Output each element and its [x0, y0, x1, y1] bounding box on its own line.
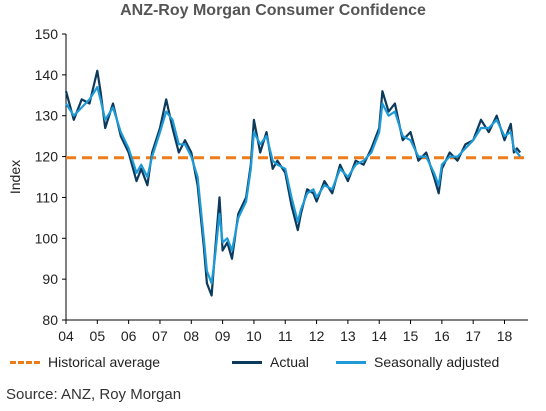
- x-tick-label: 17: [465, 328, 481, 344]
- y-tick-label: 150: [35, 26, 59, 42]
- legend-label-historical-average: Historical average: [48, 354, 161, 370]
- x-tick-label: 11: [278, 328, 293, 344]
- legend-item-seasonally-adjusted: Seasonally adjusted: [336, 354, 499, 370]
- source-note: Source: ANZ, Roy Morgan: [6, 386, 182, 403]
- y-tick-label: 130: [35, 108, 59, 124]
- x-tick-label: 05: [90, 328, 106, 344]
- x-tick-label: 12: [309, 328, 325, 344]
- chart-title: ANZ-Roy Morgan Consumer Confidence: [120, 2, 426, 19]
- x-tick-label: 14: [371, 328, 387, 344]
- x-tick-label: 07: [152, 328, 168, 344]
- legend-swatch-actual: [232, 360, 262, 364]
- x-tick-label: 10: [246, 328, 262, 344]
- x-tick-label: 18: [497, 328, 513, 344]
- y-tick-label: 140: [35, 67, 59, 83]
- x-tick-label: 13: [340, 328, 356, 344]
- series-layer: [64, 69, 528, 297]
- x-tick-label: 06: [121, 328, 137, 344]
- y-axis-label: Index: [7, 160, 23, 194]
- legend-item-historical-average: Historical average: [10, 354, 160, 370]
- legend: Historical average Actual Seasonally adj…: [10, 354, 540, 376]
- legend-label-actual: Actual: [270, 354, 309, 370]
- series-line-actual: [64, 69, 522, 297]
- x-tick-label: 04: [58, 328, 74, 344]
- y-tick-label: 90: [42, 271, 58, 287]
- legend-item-actual: Actual: [232, 354, 309, 370]
- legend-swatch-seasonally-adjusted: [336, 360, 366, 364]
- chart-plot: 80 90 100 110 120 130 140 150 04 05 06 07 08 09 10 11 12…: [7, 26, 528, 344]
- x-tick-label: 16: [434, 328, 450, 344]
- y-tick-label: 110: [36, 189, 59, 205]
- y-tick-label: 120: [35, 149, 59, 165]
- legend-label-seasonally-adjusted: Seasonally adjusted: [374, 354, 500, 370]
- legend-swatch-historical-average: [10, 360, 40, 364]
- axes: 80 90 100 110 120 130 140 150 04 05 06 07 08 09 10 11 12…: [35, 26, 528, 344]
- x-tick-label: 08: [183, 328, 199, 344]
- series-line-seasonally-adjusted: [65, 86, 522, 285]
- y-tick-label: 80: [42, 312, 58, 328]
- y-tick-label: 100: [35, 230, 59, 246]
- x-tick-label: 15: [403, 328, 419, 344]
- x-tick-label: 09: [215, 328, 231, 344]
